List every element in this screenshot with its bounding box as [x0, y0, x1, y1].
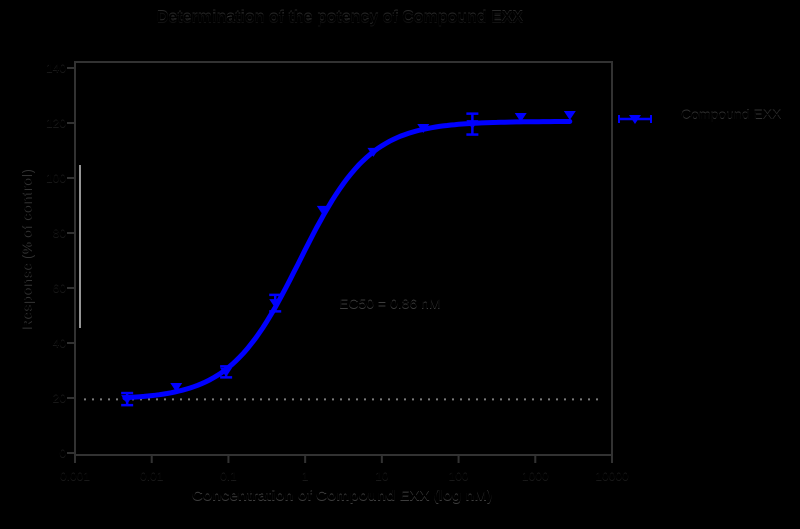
y-tick-label: 120: [45, 116, 66, 130]
legend-label: Compound EXX: [681, 107, 782, 123]
x-tick-label: 10000: [595, 469, 629, 483]
x-tick-label: 1: [301, 469, 309, 483]
x-tick-label: 0.1: [220, 469, 237, 483]
x-tick-label: 100: [448, 469, 469, 483]
data-point-marker: [466, 120, 479, 130]
data-point-marker: [220, 367, 233, 377]
x-axis-label: Concentration of Compound EXX (log nM): [192, 487, 492, 504]
data-point-marker: [121, 395, 134, 405]
y-tick-label: 60: [52, 281, 66, 295]
y-tick-label: 140: [45, 61, 66, 75]
chart-title: Determination of the potency of Compound…: [156, 9, 524, 26]
data-point-marker: [316, 205, 329, 215]
y-tick-label: 80: [52, 226, 66, 240]
x-tick-label: 10: [375, 469, 389, 483]
plot-frame: [74, 61, 613, 456]
data-point-marker: [514, 112, 527, 122]
data-point-marker: [563, 111, 576, 121]
ec50-annotation: EC50 = 0.86 nM: [339, 295, 441, 311]
data-point-marker: [170, 383, 183, 392]
y-tick-label: 20: [52, 391, 66, 405]
x-tick-label: 0.01: [140, 469, 164, 483]
y-tick-label: 40: [52, 336, 66, 350]
fit-curve: [122, 119, 573, 401]
legend-marker: [629, 115, 641, 124]
x-tick-label: 0.001: [59, 469, 91, 483]
y-tick-label: 0: [59, 446, 66, 460]
y-tick-label: 100: [45, 171, 66, 185]
data-point-marker: [417, 123, 430, 133]
x-tick-label: 1000: [521, 469, 549, 483]
data-point-marker: [367, 147, 380, 157]
data-point-marker: [269, 299, 282, 309]
